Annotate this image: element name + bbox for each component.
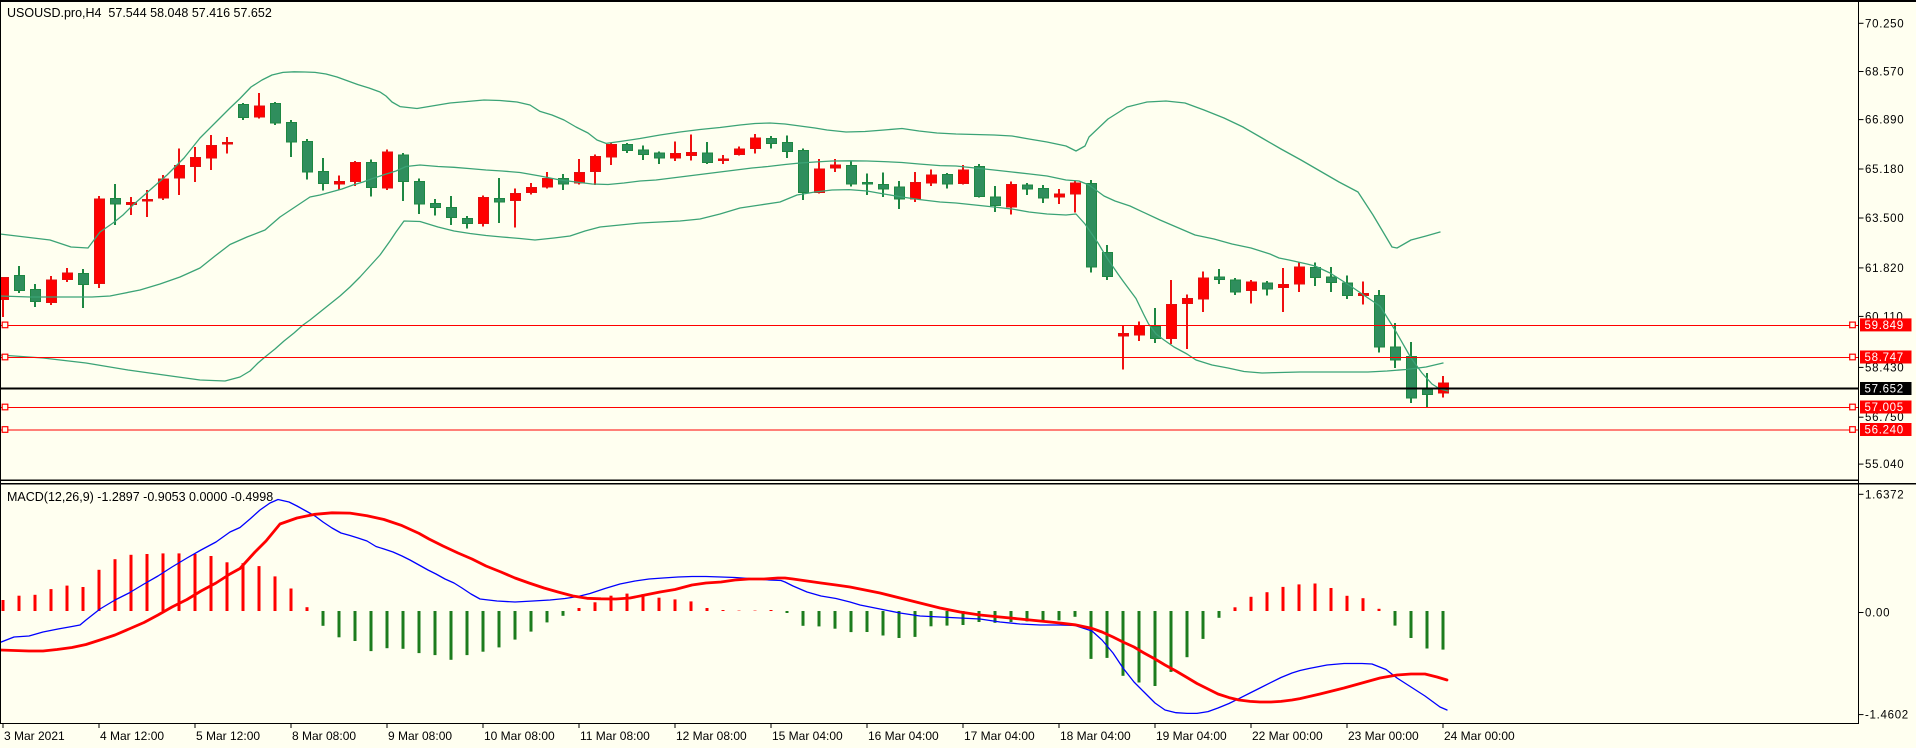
svg-text:17 Mar 04:00: 17 Mar 04:00	[964, 729, 1035, 743]
svg-text:59.849: 59.849	[1865, 320, 1904, 332]
svg-text:56.750: 56.750	[1865, 412, 1904, 424]
svg-text:57.005: 57.005	[1865, 402, 1904, 414]
svg-text:10 Mar 08:00: 10 Mar 08:00	[484, 729, 555, 743]
svg-text:0.00: 0.00	[1865, 608, 1890, 620]
svg-text:-1.4602: -1.4602	[1865, 710, 1909, 722]
svg-text:5 Mar 12:00: 5 Mar 12:00	[196, 729, 260, 743]
svg-text:65.180: 65.180	[1865, 164, 1904, 176]
svg-text:63.500: 63.500	[1865, 213, 1904, 225]
svg-text:66.890: 66.890	[1865, 115, 1904, 127]
svg-text:57.652: 57.652	[1865, 384, 1904, 396]
svg-text:58.430: 58.430	[1865, 362, 1904, 374]
svg-text:58.747: 58.747	[1865, 352, 1904, 364]
svg-text:70.250: 70.250	[1865, 18, 1904, 30]
svg-text:61.820: 61.820	[1865, 263, 1904, 275]
svg-text:USOUSD.pro,H4 57.544 58.048 5: USOUSD.pro,H4 57.544 58.048 57.416 57.65…	[7, 6, 272, 20]
svg-text:15 Mar 04:00: 15 Mar 04:00	[772, 729, 843, 743]
svg-text:12 Mar 08:00: 12 Mar 08:00	[676, 729, 747, 743]
svg-text:4 Mar 12:00: 4 Mar 12:00	[100, 729, 164, 743]
svg-text:11 Mar 08:00: 11 Mar 08:00	[580, 729, 650, 743]
svg-text:22 Mar 00:00: 22 Mar 00:00	[1252, 729, 1323, 743]
svg-text:9 Mar 08:00: 9 Mar 08:00	[388, 729, 452, 743]
svg-text:18 Mar 04:00: 18 Mar 04:00	[1060, 729, 1131, 743]
svg-text:16 Mar 04:00: 16 Mar 04:00	[868, 729, 939, 743]
svg-text:19 Mar 04:00: 19 Mar 04:00	[1156, 729, 1227, 743]
svg-text:8 Mar 08:00: 8 Mar 08:00	[292, 729, 356, 743]
svg-text:24 Mar 00:00: 24 Mar 00:00	[1444, 729, 1515, 743]
svg-text:23 Mar 00:00: 23 Mar 00:00	[1348, 729, 1419, 743]
svg-text:1.6372: 1.6372	[1865, 489, 1904, 501]
svg-text:56.240: 56.240	[1865, 425, 1904, 437]
svg-text:MACD(12,26,9) -1.2897 -0.9053: MACD(12,26,9) -1.2897 -0.9053 0.0000 -0.…	[7, 490, 273, 504]
svg-text:3 Mar 2021: 3 Mar 2021	[4, 729, 65, 743]
svg-text:68.570: 68.570	[1865, 67, 1904, 79]
svg-text:55.040: 55.040	[1865, 459, 1904, 471]
